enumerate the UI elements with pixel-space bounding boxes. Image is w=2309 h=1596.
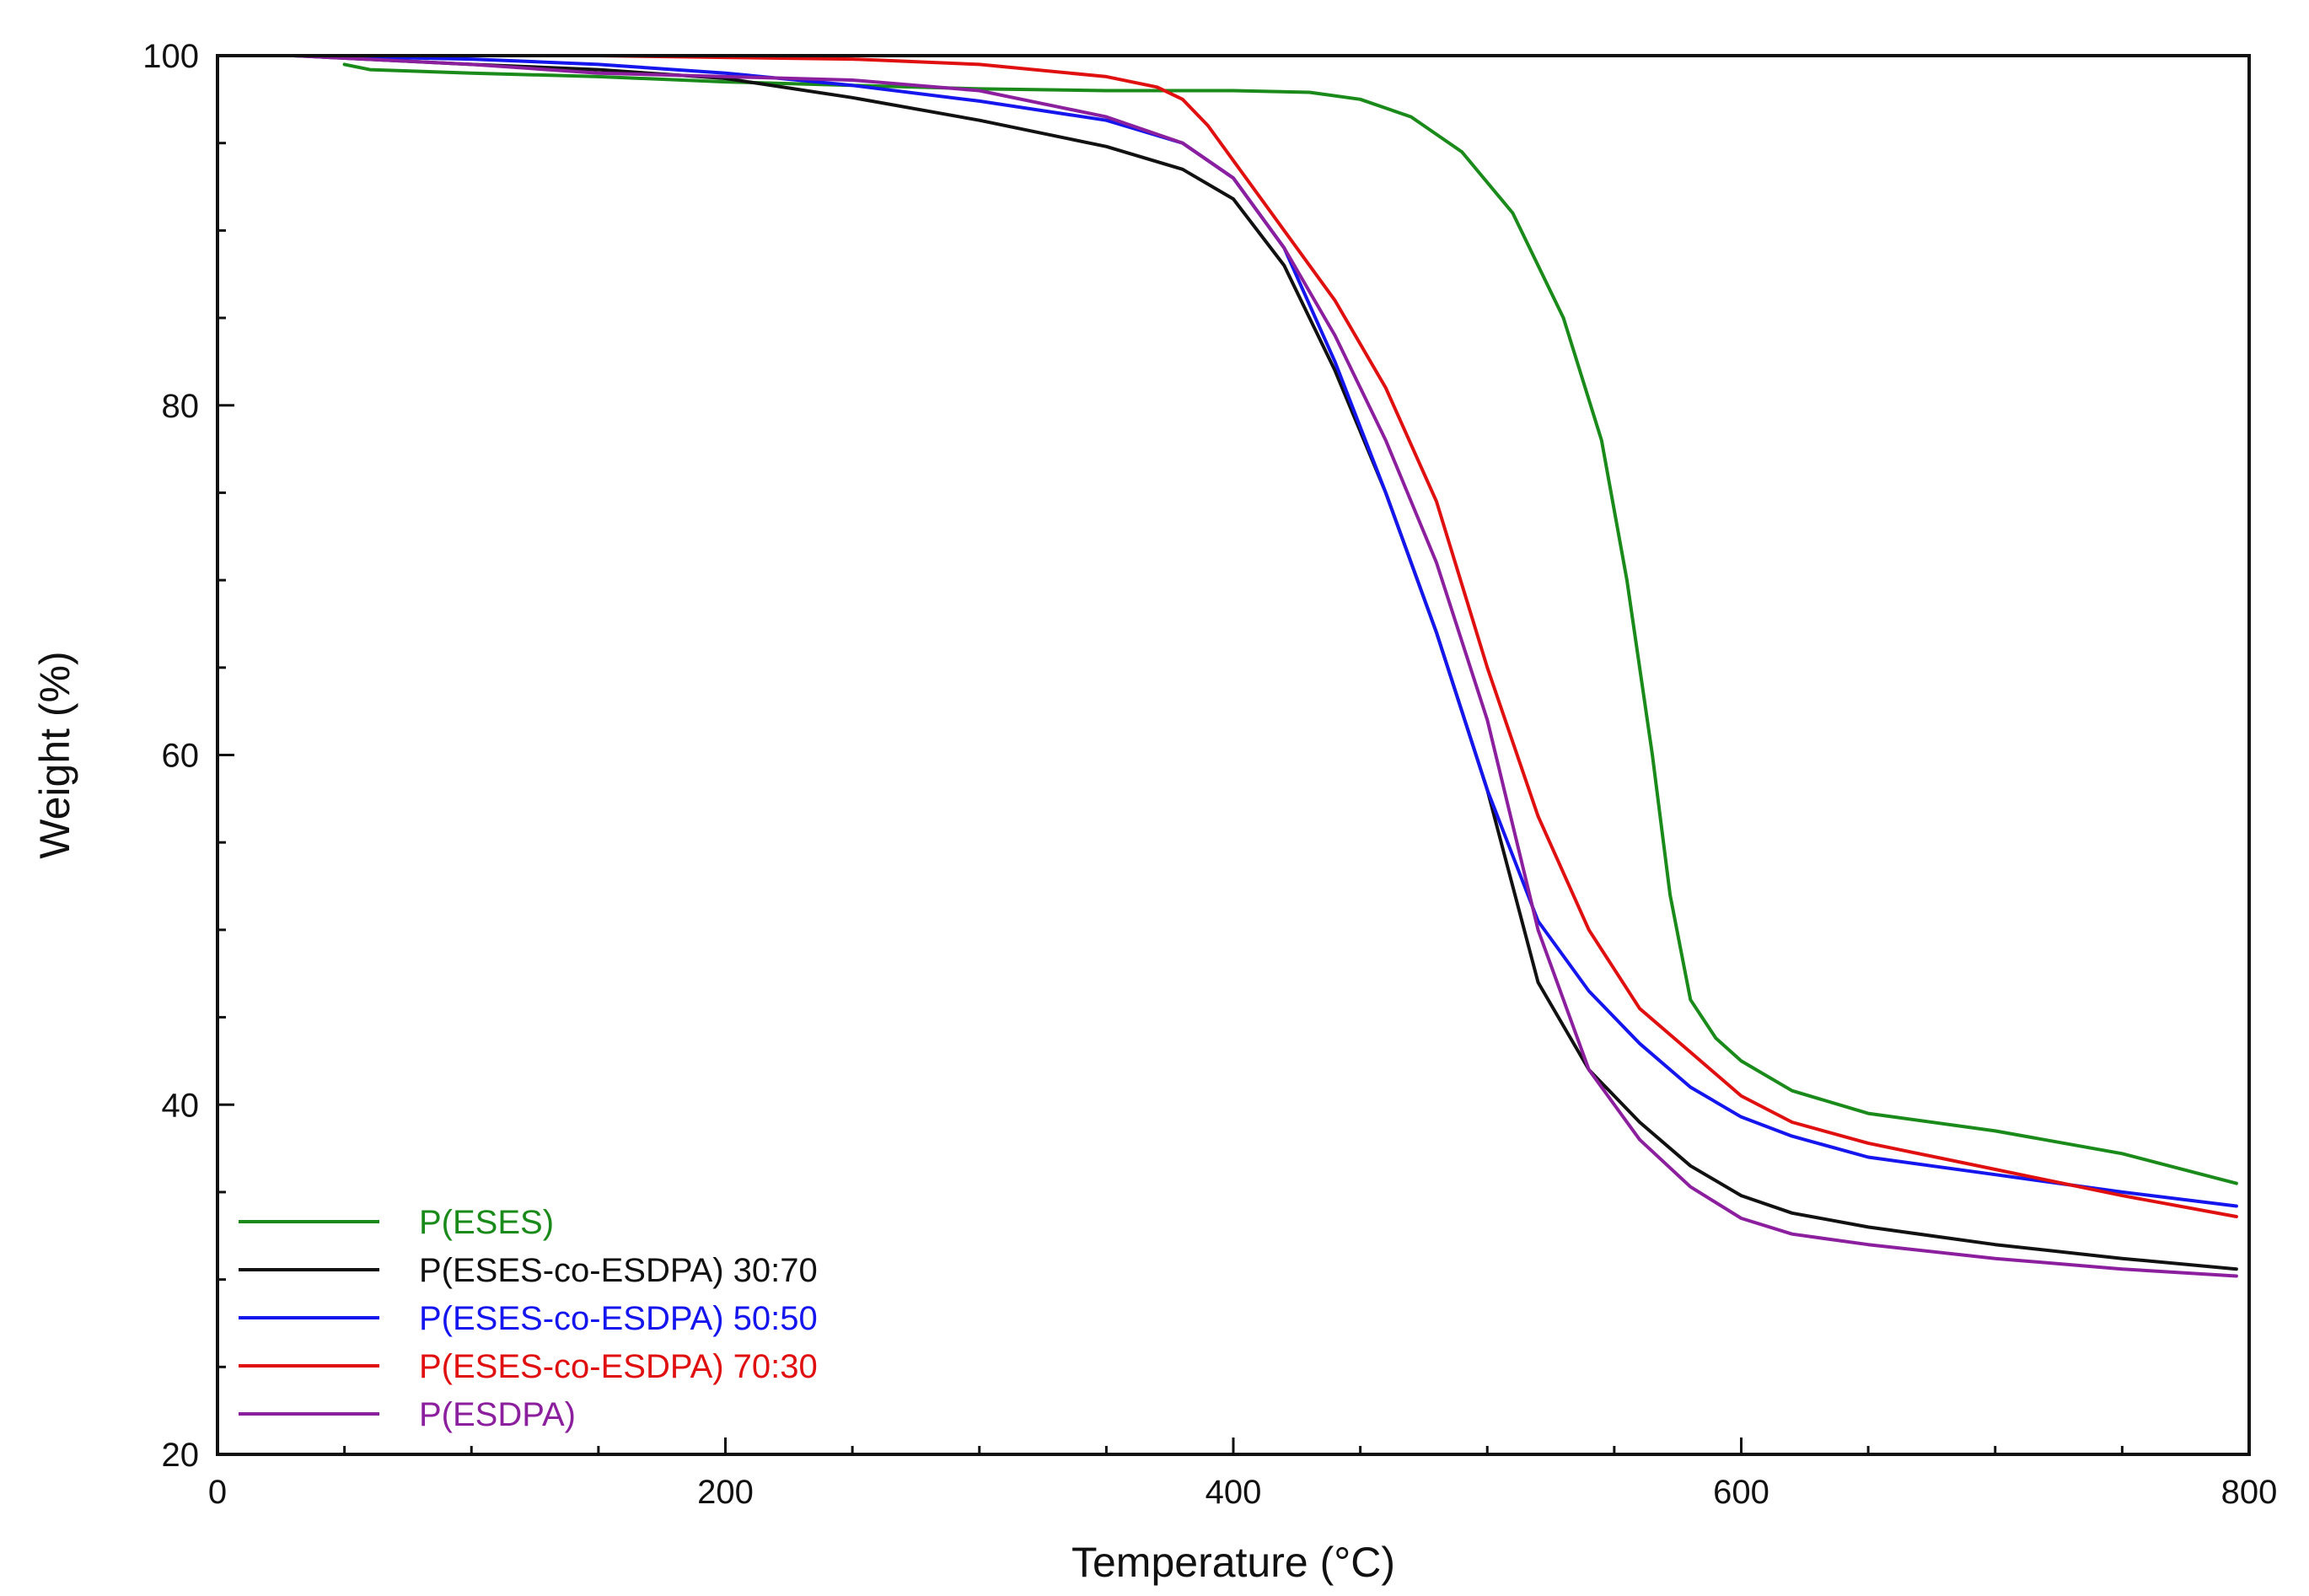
y-tick-label: 60: [162, 738, 200, 775]
legend-label-3: P(ESES-co-ESDPA) 50:50: [419, 1300, 818, 1337]
y-tick-label: 100: [142, 38, 199, 75]
series-line-5: [292, 54, 2238, 1278]
series-line-3: [292, 54, 2238, 1208]
x-axis-title: Temperature (°C): [1071, 1539, 1395, 1586]
axis-ticks: [216, 54, 2251, 1456]
legend-label-5: P(ESDPA): [419, 1396, 576, 1433]
series-line-4: [292, 54, 2238, 1218]
x-tick-label: 200: [697, 1474, 754, 1511]
y-tick-label: 20: [162, 1437, 200, 1474]
y-tick-label: 40: [162, 1087, 200, 1124]
tick-labels: 0 200 400 600 800 20 40 60 80 100: [142, 38, 2277, 1511]
legend-label-1: P(ESES): [419, 1204, 554, 1241]
x-tick-label: 400: [1206, 1474, 1262, 1511]
plot-area: [292, 54, 2238, 1278]
legend-label-4: P(ESES-co-ESDPA) 70:30: [419, 1348, 818, 1385]
y-axis-title: Weight (%): [31, 651, 78, 858]
legend: P(ESES) P(ESES-co-ESDPA) 30:70 P(ESES-co-E…: [239, 1204, 818, 1433]
x-tick-label: 0: [208, 1474, 227, 1511]
x-tick-label: 800: [2221, 1474, 2278, 1511]
series-line-1: [342, 62, 2238, 1185]
plot-frame: [216, 54, 2251, 1456]
y-tick-label: 80: [162, 388, 200, 425]
legend-label-2: P(ESES-co-ESDPA) 30:70: [419, 1252, 818, 1289]
x-tick-label: 600: [1713, 1474, 1769, 1511]
series-line-2: [292, 54, 2238, 1271]
